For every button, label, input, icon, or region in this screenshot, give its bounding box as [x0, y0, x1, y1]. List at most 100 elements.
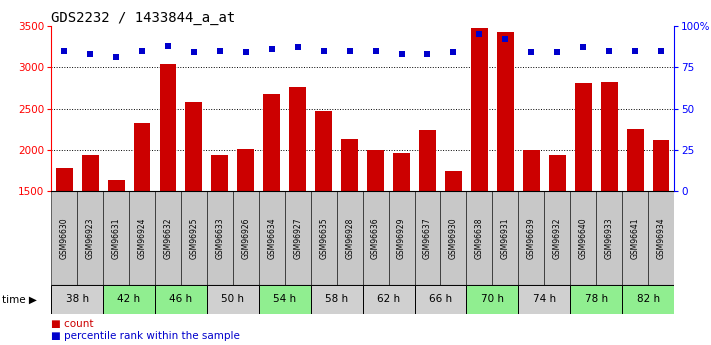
Bar [445, 171, 462, 316]
Bar [363, 191, 389, 285]
Text: 54 h: 54 h [273, 294, 296, 304]
Bar [523, 150, 540, 316]
Text: GSM96929: GSM96929 [397, 217, 406, 259]
Bar [648, 191, 674, 285]
Text: GSM96630: GSM96630 [60, 217, 69, 259]
Bar [363, 285, 415, 314]
Bar [570, 285, 622, 314]
Point [525, 50, 537, 55]
Bar [233, 191, 259, 285]
Point [344, 48, 356, 53]
Bar [415, 285, 466, 314]
Bar [259, 191, 284, 285]
Text: 78 h: 78 h [584, 294, 608, 304]
Text: 58 h: 58 h [325, 294, 348, 304]
Text: GSM96926: GSM96926 [241, 217, 250, 259]
Bar [311, 285, 363, 314]
Point [318, 48, 329, 53]
Bar [289, 87, 306, 316]
Bar [155, 285, 207, 314]
Text: GSM96932: GSM96932 [552, 217, 562, 259]
Bar [341, 139, 358, 316]
Bar [103, 285, 155, 314]
Text: GSM96924: GSM96924 [137, 217, 146, 259]
Text: GSM96634: GSM96634 [267, 217, 277, 259]
Bar [518, 191, 545, 285]
Bar [129, 191, 155, 285]
Bar [545, 191, 570, 285]
Text: GSM96636: GSM96636 [371, 217, 380, 259]
Text: GSM96925: GSM96925 [189, 217, 198, 259]
Point [500, 36, 511, 42]
Bar [134, 123, 151, 316]
Text: GSM96933: GSM96933 [604, 217, 614, 259]
Point [214, 48, 225, 53]
Text: GSM96931: GSM96931 [501, 217, 510, 259]
Bar [596, 191, 622, 285]
Text: GSM96923: GSM96923 [85, 217, 95, 259]
Bar [389, 191, 415, 285]
Text: 38 h: 38 h [65, 294, 89, 304]
Text: GSM96640: GSM96640 [579, 217, 588, 259]
Point [58, 48, 70, 53]
Bar [419, 130, 436, 316]
Text: GSM96638: GSM96638 [475, 217, 484, 259]
Bar [82, 155, 99, 316]
Bar [415, 191, 440, 285]
Text: GSM96928: GSM96928 [345, 217, 354, 259]
Bar [259, 285, 311, 314]
Bar [186, 102, 203, 316]
Text: 46 h: 46 h [169, 294, 193, 304]
Point [85, 51, 96, 57]
Text: 82 h: 82 h [636, 294, 660, 304]
Text: GDS2232 / 1433844_a_at: GDS2232 / 1433844_a_at [51, 11, 235, 25]
Bar [574, 83, 592, 316]
Bar [155, 191, 181, 285]
Point [266, 46, 277, 52]
Text: GSM96631: GSM96631 [112, 217, 121, 259]
Bar [393, 152, 410, 316]
Bar [103, 191, 129, 285]
Bar [284, 191, 311, 285]
Bar [315, 111, 332, 316]
Text: GSM96930: GSM96930 [449, 217, 458, 259]
Point [370, 48, 381, 53]
Text: 74 h: 74 h [533, 294, 556, 304]
Bar [492, 191, 518, 285]
Point [240, 50, 252, 55]
Bar [237, 149, 255, 316]
Bar [466, 285, 518, 314]
Bar [440, 191, 466, 285]
Text: 66 h: 66 h [429, 294, 452, 304]
Bar [471, 28, 488, 316]
Bar [55, 168, 73, 316]
Bar [497, 32, 514, 316]
Bar [211, 155, 228, 316]
Text: 70 h: 70 h [481, 294, 504, 304]
Point [396, 51, 407, 57]
Text: time ▶: time ▶ [2, 294, 37, 304]
Text: GSM96934: GSM96934 [656, 217, 665, 259]
Point [162, 43, 173, 49]
Bar [181, 191, 207, 285]
Bar [653, 140, 670, 316]
Bar [51, 285, 103, 314]
Bar [549, 155, 566, 316]
Bar [622, 191, 648, 285]
Bar [626, 129, 643, 316]
Point [137, 48, 148, 53]
Bar [207, 191, 233, 285]
Text: GSM96637: GSM96637 [423, 217, 432, 259]
Bar [570, 191, 596, 285]
Text: ■ percentile rank within the sample: ■ percentile rank within the sample [51, 331, 240, 341]
Text: GSM96635: GSM96635 [319, 217, 328, 259]
Point [577, 45, 589, 50]
Bar [466, 191, 492, 285]
Bar [622, 285, 674, 314]
Text: GSM96927: GSM96927 [293, 217, 302, 259]
Bar [367, 150, 384, 316]
Bar [263, 94, 280, 316]
Point [629, 48, 641, 53]
Bar [518, 285, 570, 314]
Bar [337, 191, 363, 285]
